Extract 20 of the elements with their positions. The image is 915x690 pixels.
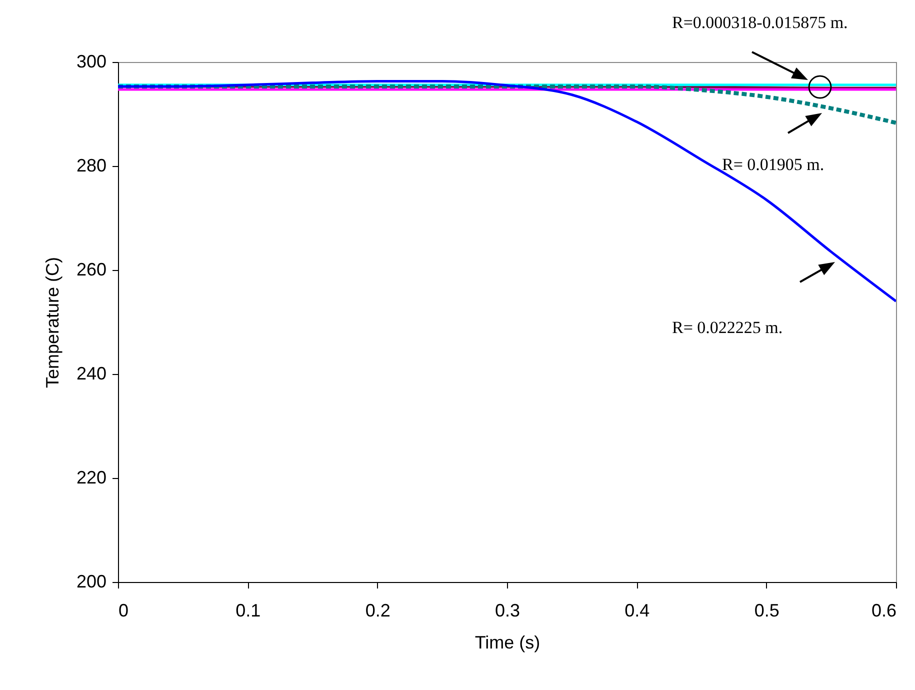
y-tick-label: 240 (76, 364, 106, 384)
text: R=0.000318-0.015875 m. (672, 13, 848, 32)
annotation: R= 0.01905 m. (722, 155, 824, 174)
y-tick-label: 220 (76, 468, 106, 488)
line-series (118, 84, 896, 125)
y-axis-title: Temperature (C) (42, 256, 62, 388)
x-tick-label: 0.2 (365, 600, 390, 620)
line-series (118, 80, 896, 302)
y-tick-label: 300 (76, 52, 106, 72)
y-tick-label: 280 (76, 156, 106, 176)
x-tick-label: 0.6 (871, 600, 896, 620)
x-tick-label: 0 (118, 600, 129, 620)
y-tick-label: 200 (76, 572, 106, 592)
y-tick-label: 260 (76, 260, 106, 280)
x-tick-label: 0.4 (624, 600, 650, 620)
annotation: R= 0.022225 m. (672, 318, 783, 337)
x-axis-title: Time (s) (474, 632, 540, 652)
x-tick-label: 0.5 (754, 600, 780, 620)
x-tick-label: 0.1 (236, 600, 261, 620)
x-tick-label: 0.3 (494, 600, 520, 620)
